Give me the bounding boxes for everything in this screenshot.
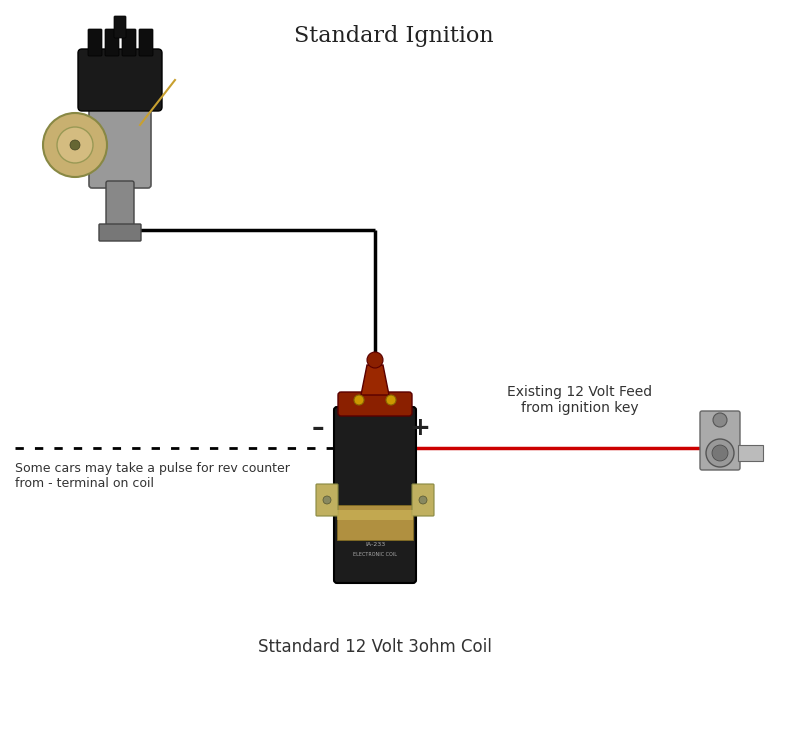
Text: IA-233: IA-233 (365, 542, 385, 548)
FancyBboxPatch shape (122, 29, 136, 56)
FancyBboxPatch shape (412, 484, 434, 516)
Circle shape (386, 395, 396, 405)
Circle shape (354, 395, 364, 405)
Bar (738, 445, 763, 461)
Circle shape (367, 352, 383, 368)
FancyBboxPatch shape (99, 224, 141, 241)
Text: ELECTRONIC COIL: ELECTRONIC COIL (353, 553, 397, 557)
FancyBboxPatch shape (338, 392, 412, 416)
Circle shape (712, 445, 728, 461)
Text: Sttandard 12 Volt 3ohm Coil: Sttandard 12 Volt 3ohm Coil (258, 638, 492, 656)
Circle shape (419, 496, 427, 504)
FancyBboxPatch shape (89, 102, 151, 188)
FancyBboxPatch shape (114, 16, 126, 38)
Text: Standard Ignition: Standard Ignition (294, 25, 494, 47)
Circle shape (706, 439, 734, 467)
Polygon shape (361, 365, 389, 395)
Circle shape (70, 140, 80, 150)
Bar (337, 505, 413, 540)
FancyBboxPatch shape (316, 484, 338, 516)
FancyBboxPatch shape (78, 49, 162, 111)
FancyBboxPatch shape (106, 181, 134, 230)
FancyBboxPatch shape (700, 411, 740, 470)
Text: Some cars may take a pulse for rev counter
from - terminal on coil: Some cars may take a pulse for rev count… (15, 462, 290, 490)
Circle shape (323, 496, 331, 504)
FancyBboxPatch shape (88, 29, 102, 56)
Text: +: + (410, 416, 430, 440)
Circle shape (713, 413, 727, 427)
Text: Existing 12 Volt Feed
from ignition key: Existing 12 Volt Feed from ignition key (507, 385, 652, 415)
FancyBboxPatch shape (139, 29, 153, 56)
Bar (337, 510, 413, 520)
FancyBboxPatch shape (105, 29, 119, 56)
FancyBboxPatch shape (334, 407, 416, 583)
Circle shape (57, 127, 93, 163)
Text: –: – (312, 416, 325, 440)
Circle shape (43, 113, 107, 177)
